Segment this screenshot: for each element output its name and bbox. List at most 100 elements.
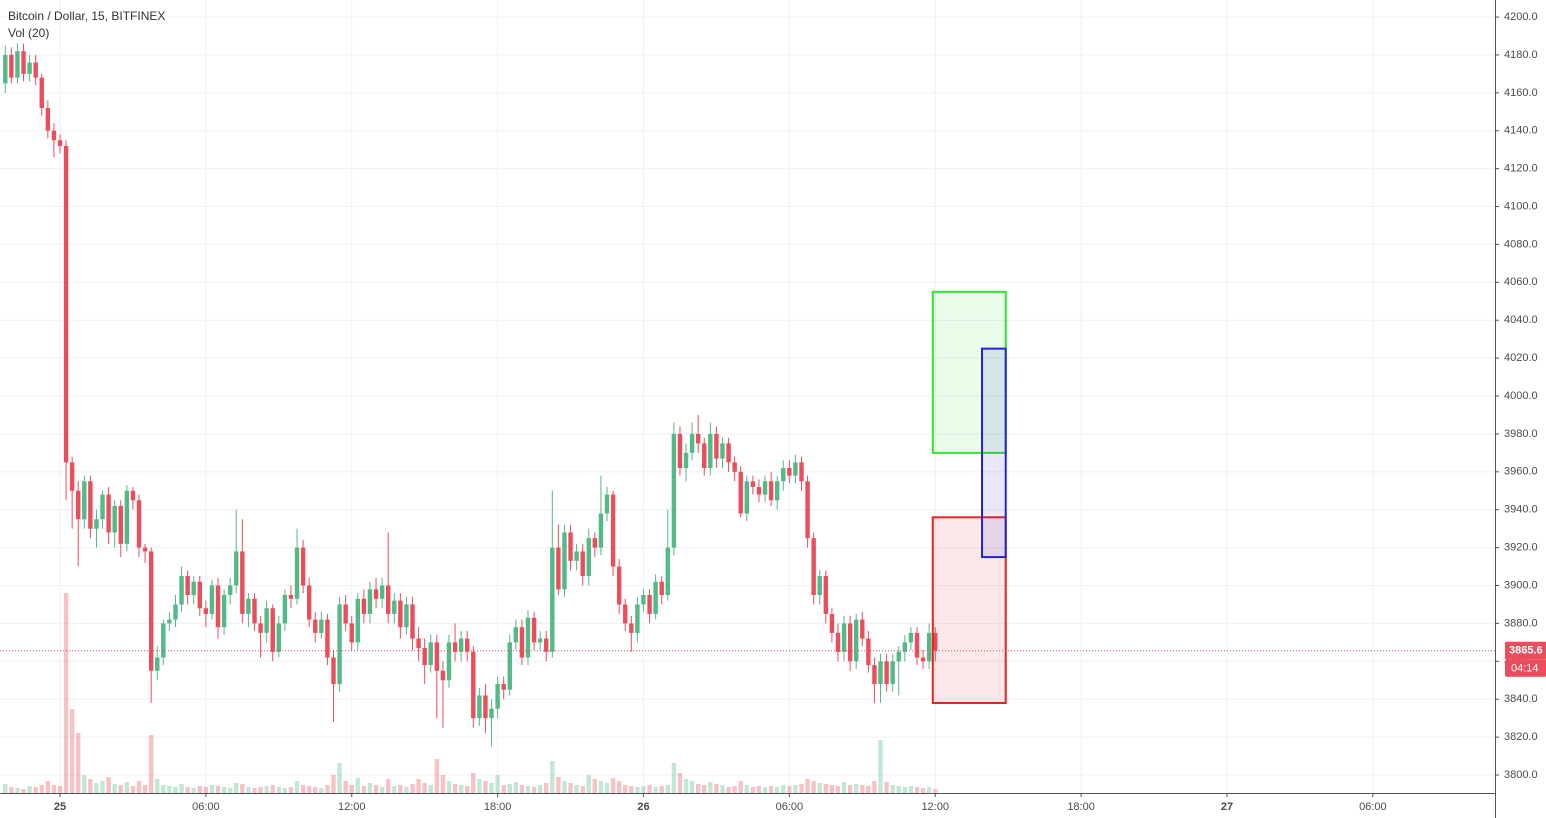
volume-bar: [325, 785, 330, 793]
volume-bar: [708, 782, 713, 793]
volume-bar: [477, 779, 482, 793]
candle-body: [501, 684, 506, 690]
volume-bar: [677, 773, 683, 793]
y-tick-label: 4140.0: [1504, 125, 1538, 137]
candle-body: [203, 608, 209, 614]
candle-body: [404, 604, 409, 628]
candle-body: [616, 566, 622, 605]
candle-body: [495, 684, 500, 709]
candle-body: [811, 538, 816, 595]
y-tick-label: 3840.0: [1504, 693, 1538, 705]
volume-bar: [926, 787, 932, 793]
candle-body: [294, 547, 300, 599]
volume-bar: [9, 787, 14, 793]
candle-body: [191, 581, 196, 595]
volume-bar: [136, 781, 142, 793]
volume-bar: [343, 781, 348, 793]
candle-body: [860, 619, 865, 639]
candle-body: [866, 638, 871, 666]
candle-body: [695, 433, 701, 444]
volume-bar: [100, 781, 105, 793]
candle-body: [744, 481, 750, 514]
candle-body: [221, 594, 227, 628]
volume-bar: [720, 785, 725, 793]
volume-bar: [76, 733, 81, 793]
candle-body: [331, 657, 336, 685]
volume-bar: [227, 788, 233, 793]
candle-body: [714, 433, 719, 459]
volume-bar: [337, 763, 342, 793]
candle-body: [738, 471, 743, 514]
candle-body: [702, 443, 707, 469]
y-tick-label: 3800.0: [1504, 769, 1538, 781]
volume-bar: [683, 779, 689, 793]
candle-body: [471, 651, 476, 719]
candle-body: [76, 490, 81, 520]
volume-bar: [817, 783, 822, 793]
volume-bar: [33, 787, 38, 793]
candle-body: [392, 600, 397, 614]
volume-bar: [592, 779, 598, 793]
volume-bar: [215, 786, 221, 793]
volume-bar: [88, 779, 93, 793]
candle-body: [252, 598, 257, 624]
volume-bar: [799, 784, 804, 793]
volume-bar: [896, 786, 901, 793]
y-tick-label: 4160.0: [1504, 87, 1538, 99]
candle-body: [781, 468, 786, 482]
volume-bar: [580, 786, 585, 793]
volume-bar: [544, 783, 549, 793]
volume-bar: [15, 788, 20, 793]
candle-body: [94, 519, 99, 529]
candle-body: [519, 627, 525, 658]
candle-body: [458, 638, 464, 652]
volume-bar: [446, 781, 452, 793]
volume-bar: [300, 785, 306, 793]
candle-body: [234, 551, 239, 586]
candle-body: [215, 585, 221, 628]
candle-body: [422, 648, 427, 666]
y-tick-label: 4040.0: [1504, 314, 1538, 326]
volume-bar: [27, 786, 32, 793]
y-tick-label: 4000.0: [1504, 390, 1538, 402]
candle-body: [288, 594, 294, 599]
candle-body: [835, 632, 841, 652]
volume-bar: [787, 786, 792, 793]
volume-bar: [246, 787, 251, 793]
candle-body: [373, 589, 379, 599]
volume-bar: [890, 785, 895, 793]
candle-body: [167, 619, 172, 624]
volume-bar: [319, 788, 324, 793]
candle-body: [57, 140, 63, 146]
volume-bar: [410, 784, 415, 793]
volume-bar: [695, 784, 701, 793]
volume-bar: [173, 787, 178, 793]
y-tick-label: 4080.0: [1504, 238, 1538, 250]
candle-body: [282, 594, 288, 624]
volume-bar: [835, 786, 841, 793]
volume-bar: [732, 786, 737, 793]
volume-bar: [714, 784, 719, 793]
candle-body: [580, 551, 585, 577]
volume-bar: [209, 785, 215, 793]
volume-bar: [550, 761, 555, 793]
candle-body: [9, 54, 14, 78]
candle-body: [428, 642, 433, 666]
candle-body: [635, 604, 640, 633]
candle-body: [908, 632, 914, 643]
volume-bar: [908, 786, 914, 793]
candle-body: [63, 145, 69, 463]
candle-body: [276, 623, 281, 652]
candle-body: [173, 604, 178, 620]
candle-body: [367, 589, 373, 614]
volume-bar: [623, 785, 628, 793]
volume-bar: [288, 787, 294, 793]
candle-body: [610, 494, 616, 567]
volume-bar: [252, 788, 257, 793]
volume-bar: [294, 781, 300, 793]
candle-body: [902, 642, 908, 652]
volume-bar: [562, 781, 567, 793]
last-price-label: 3865.6: [1509, 645, 1543, 657]
candle-body: [118, 505, 123, 544]
candle-body: [787, 468, 792, 476]
